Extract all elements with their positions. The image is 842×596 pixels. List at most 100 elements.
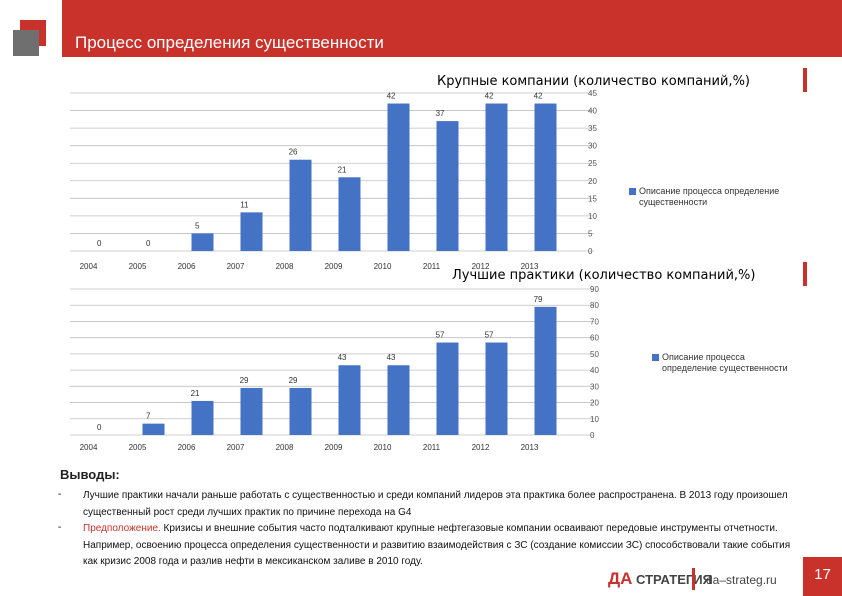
chart2-legend-swatch [652, 354, 659, 361]
chart2-xtick-label: 2004 [80, 443, 98, 452]
chart1-xtick-label: 2007 [227, 262, 245, 271]
chart1-data-label: 37 [436, 109, 445, 118]
chart1-ytick-label: 15 [588, 194, 597, 203]
chart1-title-accent [803, 68, 807, 92]
chart2-ytick-label: 20 [590, 399, 599, 408]
chart2-bar [191, 400, 214, 435]
chart2-data-label: 79 [534, 295, 543, 304]
chart2-xtick-label: 2011 [423, 443, 441, 452]
chart2-title: Лучшие практики (количество компаний,%) [452, 268, 756, 283]
chart1-ytick-label: 20 [588, 177, 597, 186]
brand-logo-da: ДА [608, 569, 633, 588]
chart2-xtick-label: 2006 [178, 443, 196, 452]
chart1-ytick-label: 0 [588, 247, 593, 256]
chart2-ytick-label: 90 [590, 285, 599, 294]
chart2-ytick-label: 60 [590, 334, 599, 343]
conclusion-item-2: Предположение. Кризисы и внешние события… [83, 521, 793, 571]
chart2-data-label: 21 [191, 389, 200, 398]
chart1-ytick-label: 5 [588, 229, 593, 238]
chart2-data-label: 29 [289, 376, 298, 385]
chart1-xtick-label: 2005 [129, 262, 147, 271]
chart1-xtick-label: 2011 [423, 262, 441, 271]
chart2-xtick-label: 2013 [521, 443, 539, 452]
chart1-bar [485, 103, 508, 252]
brand-url: da–strateg.ru [706, 573, 777, 587]
assumption-label: Предположение. [83, 523, 161, 534]
page-title: Процесс определения существенности [75, 33, 384, 52]
chart2-ytick-label: 50 [590, 350, 599, 359]
chart2-xtick-label: 2008 [276, 443, 294, 452]
chart1-ytick-label: 35 [588, 124, 597, 133]
chart2-ytick-label: 10 [590, 415, 599, 424]
chart2-bar [387, 365, 410, 435]
chart2-bar [142, 423, 165, 435]
chart2-xtick-label: 2007 [227, 443, 245, 452]
page-number: 17 [814, 566, 831, 583]
chart1-ytick-label: 40 [588, 107, 597, 116]
chart2-data-label: 29 [240, 376, 249, 385]
chart2-legend: Описание процесса определение существенн… [652, 352, 802, 374]
chart1-ytick-label: 25 [588, 159, 597, 168]
chart1-xtick-label: 2004 [80, 262, 98, 271]
chart1-data-label: 11 [240, 200, 249, 209]
conclusions-title: Выводы: [60, 467, 120, 482]
chart2-xtick-label: 2010 [374, 443, 392, 452]
chart1-data-label: 42 [387, 92, 396, 101]
chart1-legend-label: Описание процесса определение существенн… [639, 186, 780, 207]
chart1-data-label: 5 [195, 221, 200, 230]
chart2-data-label: 57 [485, 331, 494, 340]
bullet-1: - [58, 489, 62, 500]
chart2-ytick-label: 70 [590, 317, 599, 326]
chart1-data-label: 0 [97, 239, 102, 248]
chart1-bar [289, 159, 312, 251]
chart1-legend: Описание процесса определение существенн… [629, 186, 799, 208]
chart2-title-accent [803, 262, 807, 286]
assumption-text: Кризисы и внешние события часто подталки… [83, 523, 791, 567]
brand-logo-strategy: СТРАТЕГИЯ [636, 572, 712, 587]
chart1-data-label: 42 [534, 92, 543, 101]
chart1-bar [338, 177, 361, 251]
chart2-ytick-label: 0 [590, 431, 595, 440]
chart1-xtick-label: 2013 [521, 262, 539, 271]
chart2-legend-label: Описание процесса определение существенн… [662, 352, 788, 373]
chart2-data-label: 43 [387, 353, 396, 362]
chart1-data-label: 42 [485, 92, 494, 101]
chart2-xtick-label: 2009 [325, 443, 343, 452]
chart1-bar [240, 212, 263, 251]
chart2-bar [240, 387, 263, 435]
chart2-ytick-label: 30 [590, 382, 599, 391]
chart2-data-label: 57 [436, 331, 445, 340]
chart1-legend-swatch [629, 188, 636, 195]
chart2-ytick-label: 80 [590, 301, 599, 310]
chart1-xtick-label: 2008 [276, 262, 294, 271]
chart1-ytick-label: 45 [588, 89, 597, 98]
chart2-data-label: 7 [146, 412, 151, 421]
chart2-data-label: 43 [338, 353, 347, 362]
chart1-bar [191, 233, 214, 251]
chart2-xtick-label: 2012 [472, 443, 490, 452]
chart2-bar [534, 306, 557, 435]
chart2-bar [289, 387, 312, 435]
chart2-xtick-label: 2005 [129, 443, 147, 452]
page-number-box [803, 557, 842, 596]
header-bar [62, 0, 842, 57]
chart1-ytick-label: 30 [588, 142, 597, 151]
chart1-xtick-label: 2010 [374, 262, 392, 271]
chart1-ytick-label: 10 [588, 212, 597, 221]
chart2-ytick-label: 40 [590, 366, 599, 375]
chart1-bar [387, 103, 410, 252]
chart1-xtick-label: 2012 [472, 262, 490, 271]
chart1-bar [436, 121, 459, 251]
brand-separator [692, 568, 695, 590]
chart2-data-label: 0 [97, 423, 102, 432]
chart1-data-label: 0 [146, 239, 151, 248]
chart1-xtick-label: 2006 [178, 262, 196, 271]
chart1-bar [534, 103, 557, 252]
chart1-xtick-label: 2009 [325, 262, 343, 271]
chart2-bar [338, 365, 361, 435]
bullet-2: - [58, 522, 62, 533]
logo-square-grey [13, 30, 39, 56]
chart1-data-label: 26 [289, 148, 298, 157]
